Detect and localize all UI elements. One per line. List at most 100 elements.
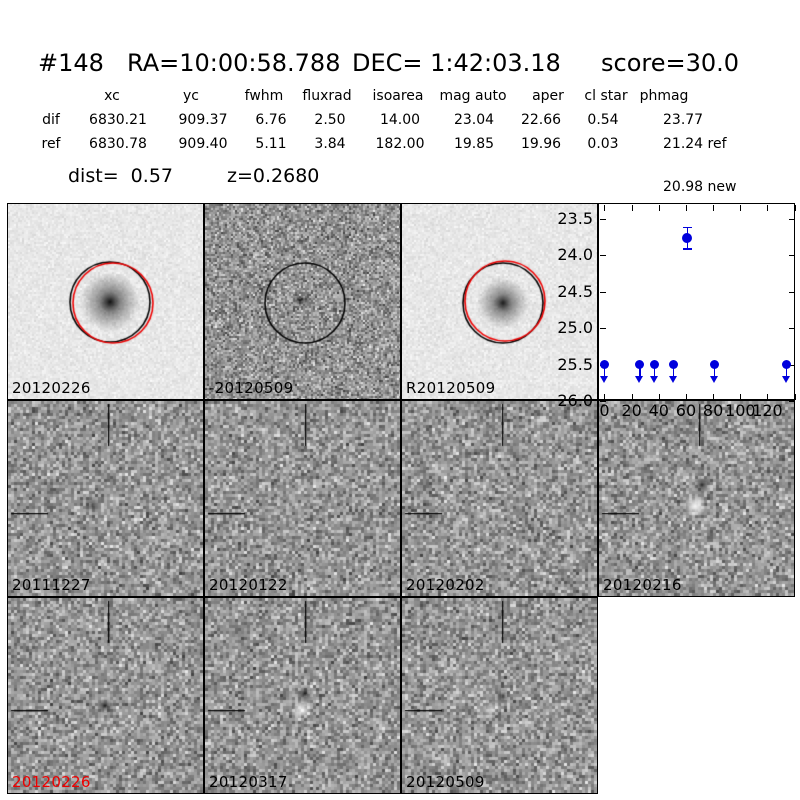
- y-axis-tick-right: [789, 328, 795, 330]
- upper-limit-arrowhead-icon: [669, 375, 678, 383]
- y-tick-label: 26.0: [557, 391, 593, 410]
- z-value: z=0.2680: [227, 165, 320, 187]
- cutout-image: [599, 401, 794, 596]
- column-header-fwhm: fwhm: [244, 88, 284, 104]
- cell-ref-aper: 19.96: [520, 136, 562, 152]
- light-curve-plot: 0 20 40 60 80 100 120 23.5 24.0 24.5 25.0 25.5 26.0: [557, 203, 796, 419]
- detection-errorbar-cap: [682, 226, 692, 229]
- x-axis-tick: [604, 394, 606, 400]
- cell-ref-phmag: 21.24 ref: [663, 136, 727, 152]
- cutout-panel-20120226: 20120226: [7, 203, 204, 400]
- candidate-id: #148: [38, 49, 104, 77]
- upper-limit-arrow-stem: [785, 367, 788, 376]
- y-tick-label: 25.0: [557, 318, 593, 338]
- x-axis-tick: [794, 394, 796, 400]
- cell-dif-yc: 909.37: [178, 112, 228, 128]
- upper-limit-arrowhead-icon: [635, 375, 644, 383]
- cell-ref-fwhm: 5.11: [255, 136, 287, 152]
- upper-limit-marker: [650, 360, 660, 370]
- y-tick-label: 24.5: [557, 281, 593, 301]
- row-label-ref: ref: [41, 136, 61, 152]
- cutout-image: [8, 204, 203, 399]
- cutout-date-label: 20120317: [209, 773, 288, 791]
- x-axis-tick-top: [794, 205, 796, 211]
- cutout-image: [205, 598, 400, 793]
- cutout-date-label: 20120226: [12, 379, 91, 397]
- x-axis-tick: [631, 394, 633, 400]
- cutout-panel-20120509: 20120509: [401, 597, 598, 794]
- upper-limit-marker: [635, 360, 645, 370]
- y-axis-tick-right: [789, 401, 795, 402]
- column-header-yc: yc: [183, 88, 199, 104]
- x-axis-tick: [658, 394, 660, 400]
- dec-value: DEC= 1:42:03.18: [352, 49, 561, 77]
- y-axis-tick: [600, 291, 606, 293]
- cutout-panel-20120216: 20120216: [598, 400, 795, 597]
- x-axis-tick: [767, 394, 769, 400]
- cutout-panel-R20120509: R20120509: [401, 203, 598, 400]
- x-axis-tick: [740, 394, 742, 400]
- cutout-panel-20120226: 20120226: [7, 597, 204, 794]
- y-tick-label: 24.0: [557, 245, 593, 265]
- cutout-panel-20111227: 20111227: [7, 400, 204, 597]
- row-label-dif: dif: [42, 112, 60, 128]
- cutout-image: [402, 204, 597, 399]
- x-axis-tick-top: [658, 205, 660, 211]
- y-axis-tick: [600, 328, 606, 330]
- x-tick-label: 0: [599, 401, 610, 420]
- x-axis-tick-top: [604, 205, 606, 211]
- y-axis-tick-right: [789, 364, 795, 366]
- dist-value: dist= 0.57: [68, 165, 173, 187]
- x-axis-tick-top: [767, 205, 769, 211]
- cutout-image: [8, 598, 203, 793]
- x-axis-tick-top: [713, 205, 715, 211]
- column-header-aper: aper: [532, 88, 564, 104]
- y-tick-label: 23.5: [557, 208, 593, 228]
- cutout-date-label: 20120202: [406, 576, 485, 594]
- y-axis-tick-right: [789, 255, 795, 257]
- cutout-image: [402, 401, 597, 596]
- cutout-image: [205, 401, 400, 596]
- y-axis-tick: [600, 401, 606, 402]
- ra-value: RA=10:00:58.788: [127, 49, 341, 77]
- cutout-image: [402, 598, 597, 793]
- upper-limit-arrowhead-icon: [709, 375, 718, 383]
- upper-limit-arrow-stem: [713, 367, 716, 376]
- cell-dif-xc: 6830.21: [89, 112, 147, 128]
- cutout-image: [8, 401, 203, 596]
- x-tick-label: 80: [702, 401, 724, 420]
- cell-dif-fwhm: 6.76: [255, 112, 287, 128]
- column-header-mag-auto: mag auto: [439, 88, 507, 104]
- y-tick-label: 25.5: [557, 354, 593, 374]
- cell-ref-xc: 6830.78: [89, 136, 147, 152]
- cutout-panel--20120509: -20120509: [204, 203, 401, 400]
- upper-limit-arrow-stem: [603, 367, 606, 376]
- cell-ref-cl-star: 0.03: [587, 136, 619, 152]
- x-tick-label: 100: [725, 401, 756, 420]
- score-value: score=30.0: [601, 49, 740, 77]
- column-header-xc: xc: [104, 88, 120, 104]
- cell-dif-isoarea: 14.00: [379, 112, 421, 128]
- x-tick-label: 40: [648, 401, 669, 420]
- cutout-date-label: -20120509: [209, 379, 294, 397]
- y-axis-tick-right: [789, 291, 795, 293]
- upper-limit-arrowhead-icon: [650, 375, 659, 383]
- upper-limit-arrow-stem: [653, 367, 656, 376]
- cutout-date-label: 20120216: [603, 576, 682, 594]
- upper-limit-arrow-stem: [639, 367, 641, 376]
- cell-ref-fluxrad: 3.84: [314, 136, 346, 152]
- cell-dif-aper: 22.66: [520, 112, 562, 128]
- cell-ref-mag-auto: 19.85: [453, 136, 495, 152]
- cutout-date-label: 20120509: [406, 773, 485, 791]
- phmag-new-value: 20.98 new: [663, 179, 737, 195]
- cutout-date-label: 20120226: [12, 773, 91, 791]
- cutout-panel-20120317: 20120317: [204, 597, 401, 794]
- x-axis-tick: [685, 394, 687, 400]
- cutout-date-label: R20120509: [406, 379, 496, 397]
- upper-limit-marker: [709, 360, 719, 370]
- cutout-panel-20120202: 20120202: [401, 400, 598, 597]
- cutout-image: [205, 204, 400, 399]
- upper-limit-marker: [669, 360, 679, 370]
- detection-marker: [682, 233, 693, 244]
- x-tick-label: 20: [621, 401, 642, 420]
